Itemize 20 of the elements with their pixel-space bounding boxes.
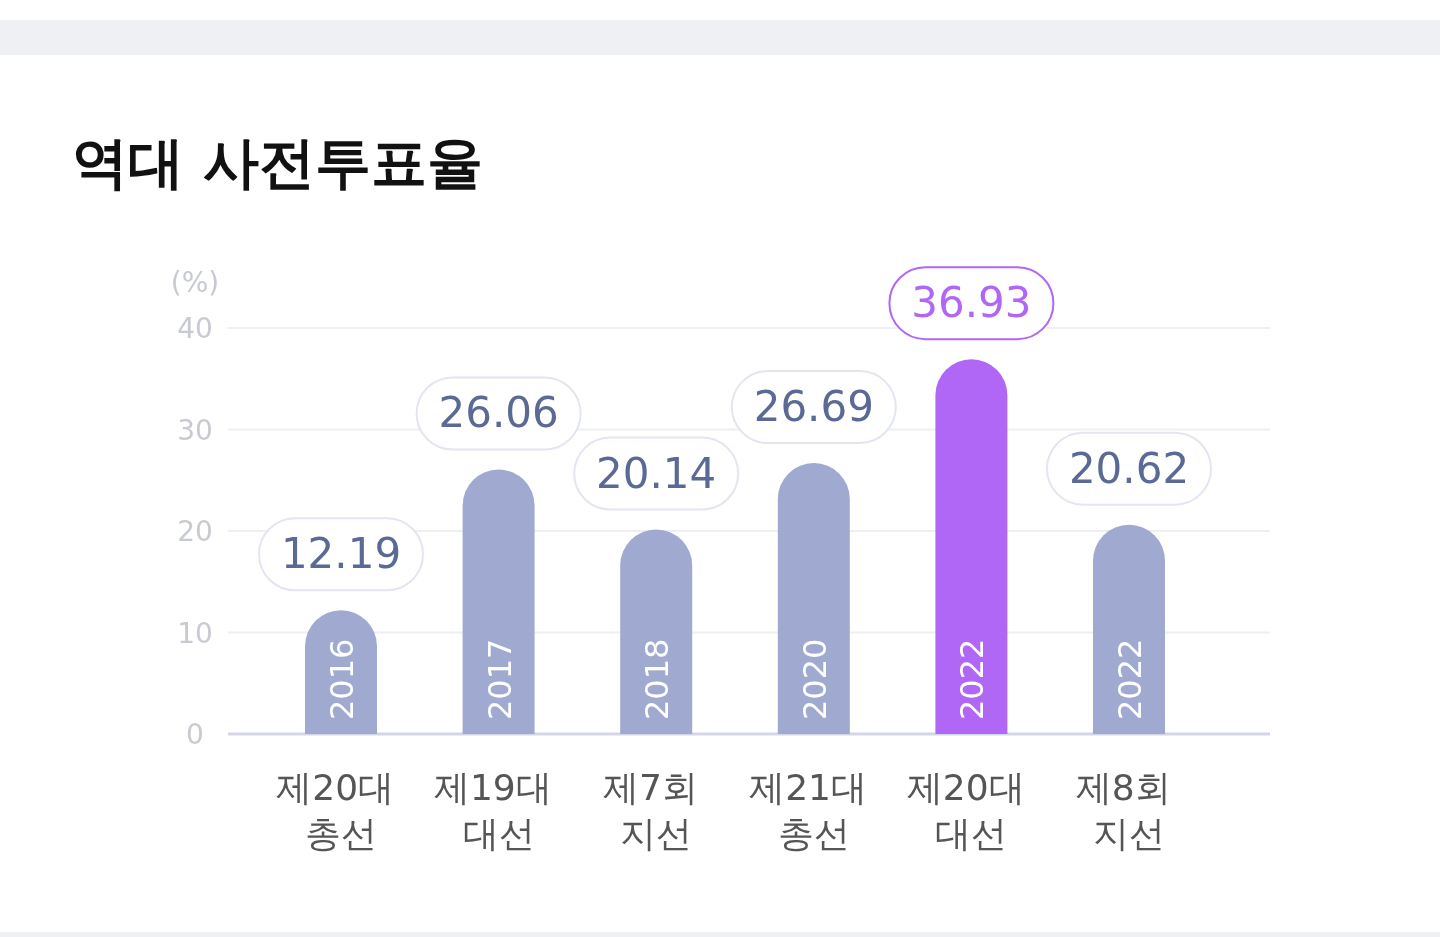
y-axis-title: (%) <box>170 266 220 299</box>
annotation: 2020 <box>795 638 834 720</box>
annotation: 2016 <box>323 638 361 720</box>
data-label: 20.14 <box>596 448 717 498</box>
x-tick-label: 제19대 대선 <box>433 767 564 854</box>
data-label: 26.06 <box>438 388 559 438</box>
data-label: 36.93 <box>911 278 1032 328</box>
x-tick-label: 제20대 총선 <box>276 767 406 854</box>
title: 역대 사전투표율 <box>72 130 484 195</box>
x-tick-label: 제7회 지선 <box>603 767 710 854</box>
annotation: 2018 <box>638 638 677 720</box>
x-tick-label: 제21대 총선 <box>749 767 879 854</box>
data-label: 20.62 <box>1068 443 1190 493</box>
annotation: 2022 <box>953 638 992 720</box>
data-label: 12.19 <box>280 529 402 579</box>
annotation: 2022 <box>1111 638 1149 720</box>
x-tick-label: 제20대 대선 <box>906 767 1037 854</box>
annotation: 2017 <box>480 638 519 720</box>
data-label: 26.69 <box>753 382 874 432</box>
x-tick-label: 제8회 지선 <box>1075 767 1183 854</box>
